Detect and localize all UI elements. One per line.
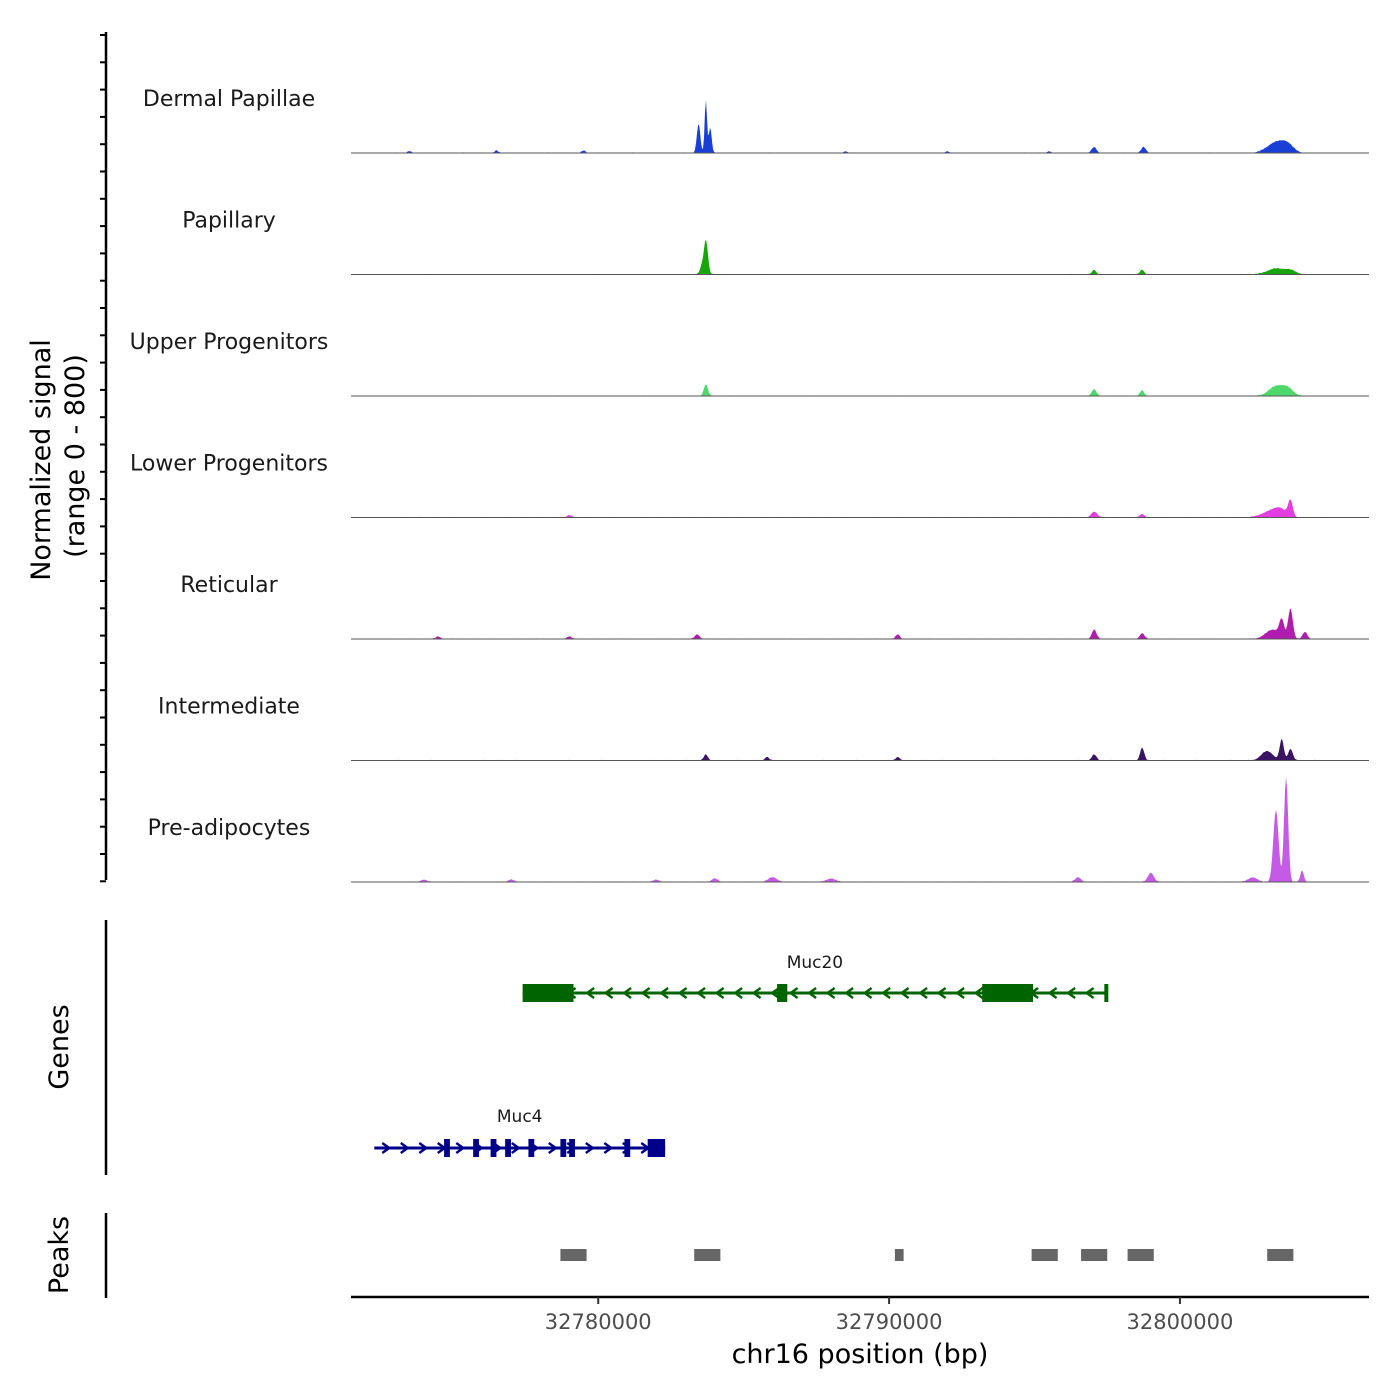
peaks-axis-title: Peaks xyxy=(44,1216,75,1294)
x-tick-label: 32800000 xyxy=(1126,1310,1233,1334)
gene-label: Muc4 xyxy=(497,1107,543,1127)
gene-exon xyxy=(444,1139,450,1157)
coverage-area xyxy=(351,738,1369,761)
gene-exon xyxy=(569,1139,575,1157)
coverage-area xyxy=(351,239,1369,275)
peak-region xyxy=(1031,1249,1058,1261)
track-papillary: Papillary xyxy=(182,209,1369,275)
peak-region xyxy=(1081,1249,1108,1261)
gene-exon xyxy=(473,1139,479,1157)
gene-exon xyxy=(982,984,1034,1002)
peaks-panel: Peaks xyxy=(44,1213,1294,1298)
signal-y-axis-title: Normalized signal xyxy=(26,339,57,581)
gene-exon xyxy=(522,984,574,1002)
peak-region xyxy=(560,1249,587,1261)
strand-arrow xyxy=(751,987,762,999)
coverage-area xyxy=(351,608,1369,639)
gene-label: Muc20 xyxy=(787,953,843,973)
strand-arrow xyxy=(659,987,669,999)
strand-arrow xyxy=(973,987,984,999)
coverage-area xyxy=(351,99,1369,153)
strand-arrow xyxy=(1047,987,1058,999)
strand-arrow xyxy=(714,987,725,999)
strand-arrow xyxy=(640,987,651,999)
coverage-area xyxy=(351,384,1369,396)
strand-arrow xyxy=(955,987,965,999)
strand-arrow xyxy=(788,987,799,999)
strand-arrow xyxy=(400,1142,410,1154)
gene-exon xyxy=(505,1139,511,1157)
strand-arrow xyxy=(1066,987,1076,999)
strand-arrow xyxy=(881,987,891,999)
track-label: Intermediate xyxy=(158,695,300,720)
gene-muc4: Muc4 xyxy=(374,1107,666,1157)
strand-arrow xyxy=(862,987,873,999)
track-label: Upper Progenitors xyxy=(130,330,329,355)
signal-y-ticks xyxy=(100,34,106,883)
track-label: Reticular xyxy=(180,573,278,598)
gene-exon xyxy=(560,1139,567,1157)
track-intermediate: Intermediate xyxy=(158,695,1369,761)
gene-exon xyxy=(528,1139,535,1157)
peak-region xyxy=(1127,1249,1154,1261)
x-axis: 32780000 32790000 32800000 chr16 position … xyxy=(351,1295,1369,1370)
strand-arrow xyxy=(1084,987,1095,999)
track-label: Pre-adipocytes xyxy=(148,816,311,841)
gene-muc20: Muc20 xyxy=(522,953,1109,1002)
strand-arrow xyxy=(603,987,614,999)
strand-arrow xyxy=(381,1142,392,1154)
gene-exon xyxy=(624,1139,631,1157)
strand-arrow xyxy=(455,1142,466,1154)
strand-arrow xyxy=(622,987,632,999)
genes-panel: Genes Muc20 Muc4 xyxy=(44,920,1109,1175)
gene-exon xyxy=(1104,984,1109,1002)
strand-arrow xyxy=(418,1142,429,1154)
peak-region xyxy=(894,1249,904,1261)
strand-arrow xyxy=(677,987,688,999)
track-label: Dermal Papillae xyxy=(143,87,315,112)
track-upper-progenitors: Upper Progenitors xyxy=(130,330,1369,397)
x-ticks: 32780000 32790000 32800000 xyxy=(545,1297,1233,1334)
genes-axis-title: Genes xyxy=(44,1004,75,1089)
gene-exon xyxy=(647,1139,666,1157)
signal-panel: Normalized signal (range 0 - 800) Dermal… xyxy=(26,32,1369,883)
peak-regions xyxy=(560,1249,1294,1261)
strand-arrow xyxy=(825,987,836,999)
coverage-tracks: Dermal Papillae Papillary Upper Progenitor… xyxy=(130,87,1369,883)
strand-arrow xyxy=(936,987,947,999)
x-tick-label: 32790000 xyxy=(836,1310,943,1334)
strand-arrow xyxy=(733,987,743,999)
strand-arrow xyxy=(918,987,928,999)
track-reticular: Reticular xyxy=(180,573,1369,640)
strand-arrow xyxy=(548,1142,558,1154)
strand-arrow xyxy=(807,987,817,999)
strand-arrow xyxy=(899,987,910,999)
coverage-area xyxy=(351,499,1369,518)
track-dermal-papillae: Dermal Papillae xyxy=(143,87,1369,154)
strand-arrow xyxy=(770,987,780,999)
peak-region xyxy=(694,1249,721,1261)
strand-arrow xyxy=(511,1142,521,1154)
gene-exon xyxy=(490,1139,497,1157)
strand-arrow xyxy=(585,1142,595,1154)
track-label: Lower Progenitors xyxy=(130,452,328,477)
strand-arrow xyxy=(603,1142,614,1154)
track-label: Papillary xyxy=(182,209,276,234)
x-axis-title: chr16 position (bp) xyxy=(732,1339,989,1370)
strand-arrow xyxy=(585,987,595,999)
track-pre-adipocytes: Pre-adipocytes xyxy=(148,777,1369,883)
peak-region xyxy=(1267,1249,1294,1261)
strand-arrow xyxy=(844,987,854,999)
coverage-area xyxy=(351,777,1369,882)
signal-y-axis-range: (range 0 - 800) xyxy=(60,354,91,558)
gene-models: Muc20 Muc4 xyxy=(374,953,1109,1157)
gene-exon xyxy=(777,984,788,1002)
track-lower-progenitors: Lower Progenitors xyxy=(130,452,1369,518)
strand-arrow xyxy=(696,987,706,999)
x-tick-label: 32780000 xyxy=(545,1310,652,1334)
